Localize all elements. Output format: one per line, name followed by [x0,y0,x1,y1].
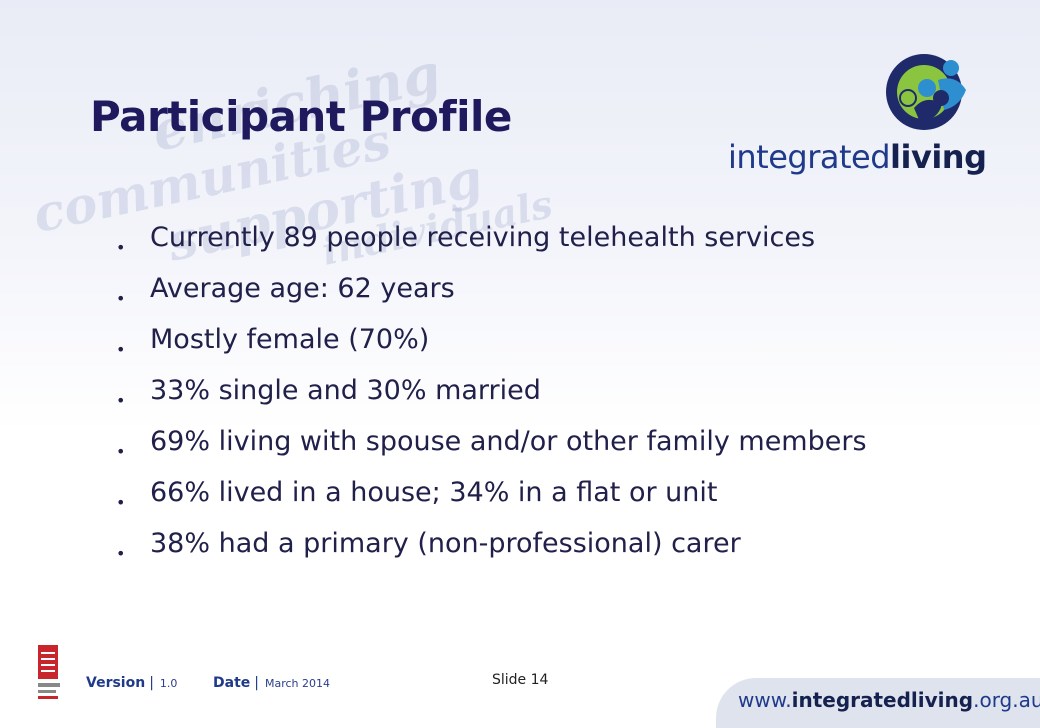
logo-word-bold: living [890,138,987,176]
version-label: Version [86,675,146,691]
date-value: March 2014 [264,677,331,690]
list-item: • Average age: 62 years [116,269,867,320]
url-prefix: www. [738,688,792,712]
slide-number: Slide 14 [492,672,549,688]
bullet-dot-icon: • [116,442,126,461]
footer-date: Date | March 2014 [213,675,330,691]
list-item: • 69% living with spouse and/or other fam… [116,422,867,473]
list-item: • Mostly female (70%) [116,320,867,371]
bullet-text: 33% single and 30% married [150,375,541,406]
logo-word-light: integrated [728,138,891,176]
version-value: 1.0 [159,677,178,690]
bullet-dot-icon: • [116,493,126,512]
bullet-text: 38% had a primary (non-professional) car… [150,528,741,559]
bullet-dot-icon: • [116,544,126,563]
url-bold: integratedliving [791,688,974,712]
date-separator: | [254,675,259,691]
bullet-dot-icon: • [116,391,126,410]
bullet-text: Average age: 62 years [150,273,455,304]
integrated-living-logo: integratedliving [728,50,988,185]
bullet-dot-icon: • [116,238,126,257]
bullet-text: Currently 89 people receiving telehealth… [150,222,816,253]
bullet-dot-icon: • [116,340,126,359]
slide-title: Participant Profile [90,92,512,141]
url-suffix: .org.au [973,688,1040,712]
logo-people-icon [886,54,966,130]
list-item: • 33% single and 30% married [116,371,867,422]
bullet-list: • Currently 89 people receiving telehealt… [116,218,867,575]
footer-website-link[interactable]: www.integratedliving.org.au [738,688,1040,712]
footer-version: Version | 1.0 [86,675,177,691]
list-item: • Currently 89 people receiving telehealt… [116,218,867,269]
bullet-text: Mostly female (70%) [150,324,430,355]
version-separator: | [149,675,154,691]
list-item: • 38% had a primary (non-professional) ca… [116,524,867,575]
list-item: • 66% lived in a house; 34% in a flat or … [116,473,867,524]
logo-wordmark: integratedliving [728,138,987,176]
bullet-dot-icon: • [116,289,126,308]
bullet-text: 66% lived in a house; 34% in a flat or u… [150,477,718,508]
bullet-text: 69% living with spouse and/or other fami… [150,426,867,457]
quality-certification-icon [38,645,60,699]
date-label: Date [213,675,251,691]
